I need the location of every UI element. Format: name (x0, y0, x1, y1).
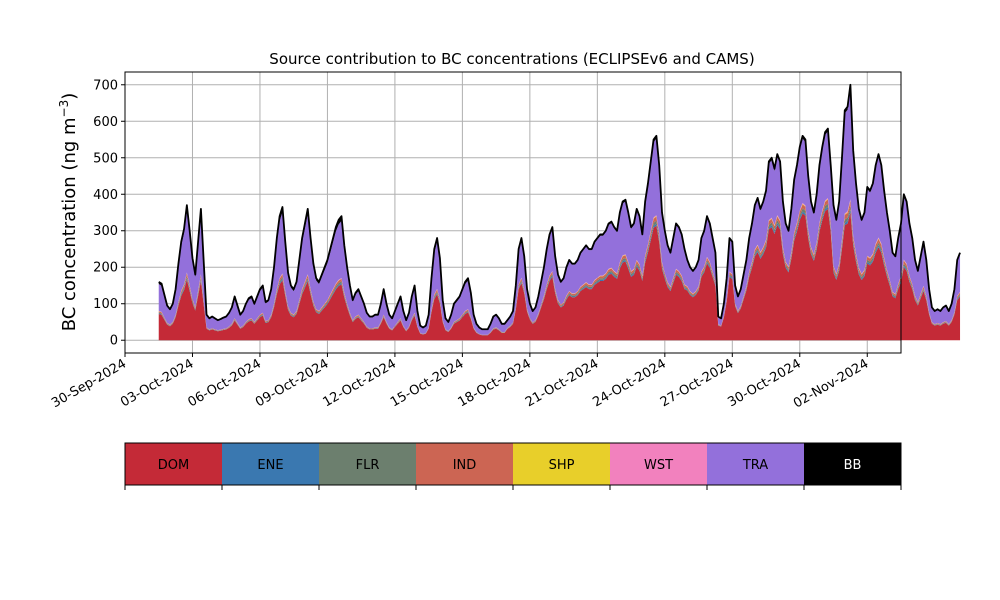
legend-label: DOM (158, 458, 189, 473)
y-tick-label: 600 (93, 115, 118, 130)
legend-label: ENE (257, 458, 283, 473)
legend-label: SHP (549, 458, 575, 473)
legend-item-ind: IND (416, 443, 513, 485)
legend-swatch (707, 443, 804, 485)
legend-swatch (610, 443, 707, 485)
area-tra (158, 88, 961, 335)
y-tick-label: 0 (110, 334, 118, 349)
x-tick-label: 09-Oct-2024 (253, 356, 331, 410)
x-tick-label: 27-Oct-2024 (658, 356, 736, 410)
legend-swatch (416, 443, 513, 485)
area-dom (158, 209, 961, 341)
legend-item-shp: SHP (513, 443, 610, 485)
x-tick-label: 03-Oct-2024 (118, 356, 196, 410)
legend-swatch (125, 443, 222, 485)
legend-label: WST (644, 458, 673, 473)
legend-item-bb: BB (804, 443, 901, 485)
legend-swatch (513, 443, 610, 485)
stacked-areas (158, 84, 961, 341)
y-axis-label: BC concentration (ng m−3) (57, 93, 80, 332)
y-axis: 0 100 200 300 400 500 600 700 (93, 78, 125, 349)
x-tick-label: 12-Oct-2024 (321, 356, 399, 410)
legend-label: TRA (742, 458, 768, 473)
y-axis-label-exponent: −3 (57, 100, 71, 118)
x-tick-label: 02-Nov-2024 (791, 356, 871, 411)
legend-label: FLR (356, 458, 380, 473)
x-tick-label: 06-Oct-2024 (186, 356, 264, 410)
legend-colorbar: DOM ENE FLR IND SHP WST TRA BB (124, 442, 902, 490)
y-tick-label: 500 (93, 151, 118, 166)
x-axis: 30-Sep-202403-Oct-202406-Oct-202409-Oct-… (49, 353, 871, 411)
legend-item-flr: FLR (319, 443, 416, 485)
legend-item-dom: DOM (125, 443, 222, 485)
legend-swatch (804, 443, 901, 485)
y-tick-label: 300 (93, 224, 118, 239)
legend-swatch (319, 443, 416, 485)
y-tick-label: 100 (93, 297, 118, 312)
legend-item-wst: WST (610, 443, 707, 485)
x-tick-label: 21-Oct-2024 (523, 356, 601, 410)
legend-item-tra: TRA (707, 443, 804, 485)
total-line (158, 83, 961, 331)
x-tick-label: 30-Sep-2024 (49, 356, 129, 411)
legend-label: BB (844, 458, 862, 473)
legend-swatch (222, 443, 319, 485)
y-tick-label: 700 (93, 78, 118, 93)
x-tick-label: 30-Oct-2024 (725, 356, 803, 410)
x-tick-label: 18-Oct-2024 (455, 356, 533, 410)
legend-item-ene: ENE (222, 443, 319, 485)
plot-frame (124, 71, 902, 354)
legend-label: IND (453, 458, 477, 473)
x-tick-label: 15-Oct-2024 (388, 356, 466, 410)
y-tick-label: 200 (93, 261, 118, 276)
x-tick-label: 24-Oct-2024 (590, 356, 668, 410)
y-axis-label-close: ) (59, 93, 80, 100)
chart-title: Source contribution to BC concentrations… (269, 50, 754, 68)
y-axis-label-main: BC concentration (ng m (59, 117, 80, 331)
y-tick-label: 400 (93, 188, 118, 203)
